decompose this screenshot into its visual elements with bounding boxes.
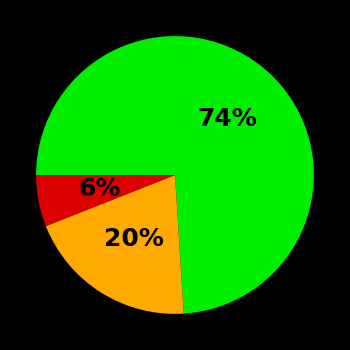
Text: 74%: 74% bbox=[197, 107, 257, 131]
Text: 6%: 6% bbox=[79, 177, 121, 201]
Wedge shape bbox=[46, 175, 184, 314]
Text: 20%: 20% bbox=[104, 228, 164, 252]
Wedge shape bbox=[36, 36, 314, 314]
Wedge shape bbox=[36, 175, 175, 226]
